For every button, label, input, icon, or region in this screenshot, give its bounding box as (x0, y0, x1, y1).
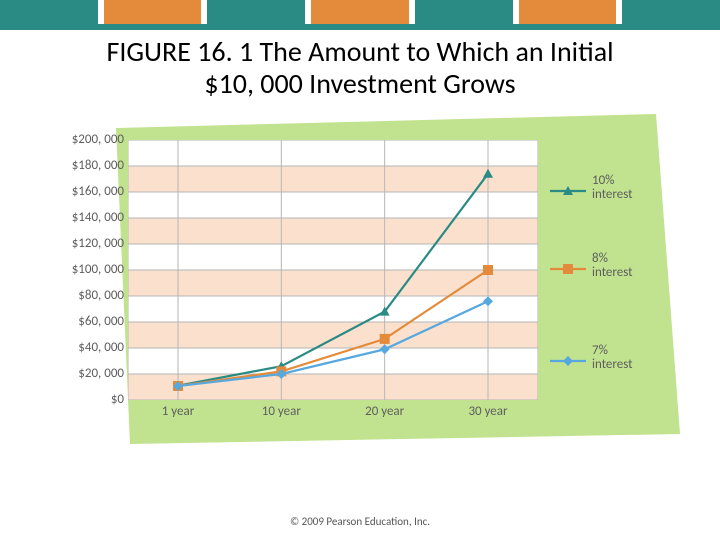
legend-label-l2: interest (592, 187, 633, 202)
x-tick-label: 1 year (162, 404, 194, 419)
grid-band (128, 244, 538, 270)
grid-band (128, 374, 538, 400)
figure-title-line2: $10, 000 Investment Grows (204, 66, 515, 101)
y-tick-label: $20, 000 (40, 366, 124, 381)
x-tick-label: 30 year (468, 404, 507, 419)
legend-item-0: 10%interest (550, 176, 680, 206)
legend-swatch (550, 182, 592, 200)
legend-label-l2: interest (592, 265, 633, 280)
y-tick-label: $200, 000 (40, 132, 124, 147)
y-tick-label: $160, 000 (40, 184, 124, 199)
legend-label-l2: interest (592, 357, 633, 372)
figure-title: FIGURE 16. 1 The Amount to Which an Init… (60, 36, 660, 100)
header-underline (0, 24, 720, 30)
figure-title-line1: FIGURE 16. 1 The Amount to Which an Init… (106, 34, 613, 69)
x-tick-label: 20 year (365, 404, 404, 419)
legend-swatch (550, 260, 592, 278)
y-tick-label: $140, 000 (40, 210, 124, 225)
legend-swatch (550, 352, 592, 370)
y-axis-labels: $200, 000 $180, 000 $160, 000 $140, 000 $120… (40, 132, 124, 408)
series-marker (380, 334, 390, 344)
series-marker (483, 265, 493, 275)
grid-band (128, 296, 538, 322)
y-tick-label: $180, 000 (40, 158, 124, 173)
legend-item-1: 8%interest (550, 254, 680, 284)
legend-label: 8%interest (592, 252, 633, 279)
y-tick-label: $0 (40, 392, 124, 407)
legend-label: 7%interest (592, 344, 633, 371)
grid-band (128, 322, 538, 348)
y-tick-label: $100, 000 (40, 262, 124, 277)
y-tick-label: $80, 000 (40, 288, 124, 303)
grid-band (128, 270, 538, 296)
y-tick-label: $120, 000 (40, 236, 124, 251)
chart-legend: 10%interest 8%interest 7%interest (550, 146, 680, 406)
legend-label: 10%interest (592, 174, 633, 201)
y-tick-label: $60, 000 (40, 314, 124, 329)
header-color-bar (0, 0, 720, 30)
chart-container: $200, 000 $180, 000 $160, 000 $140, 000 $120… (40, 114, 680, 454)
copyright-text: © 2009 Pearson Education, Inc. (290, 515, 430, 528)
grid-band (128, 218, 538, 244)
legend-item-2: 7%interest (550, 346, 680, 376)
y-tick-label: $40, 000 (40, 340, 124, 355)
grid-band (128, 192, 538, 218)
grid-band (128, 140, 538, 166)
x-tick-label: 10 year (262, 404, 301, 419)
x-axis-labels: 1 year 10 year 20 year 30 year (128, 404, 538, 426)
chart-plot-area (128, 140, 538, 400)
copyright-footer: © 2009 Pearson Education, Inc. (0, 515, 720, 528)
